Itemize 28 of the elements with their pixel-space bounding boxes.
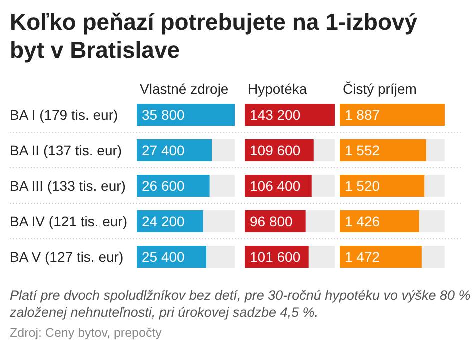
chart-title: Koľko peňazí potrebujete na 1-izbový byt v Bratislave (10, 9, 418, 63)
data-label: 96 800 (250, 214, 294, 230)
x-axis-title: Čistý príjem (343, 81, 417, 97)
data-label: 26 600 (142, 178, 186, 194)
data-label: 35 800 (142, 107, 186, 123)
data-label: 1 552 (345, 142, 380, 158)
data-label: 1 520 (345, 178, 380, 194)
y-tick-label: BA II (137 tis. eur) (10, 142, 122, 158)
y-tick-label: BA IV (121 tis. eur) (10, 214, 128, 230)
data-label: 1 887 (345, 107, 380, 123)
data-label: 109 600 (250, 142, 301, 158)
data-label: 24 200 (142, 214, 186, 230)
x-axis-title: Vlastné zdroje (140, 81, 229, 97)
data-label: 143 200 (250, 107, 301, 123)
y-tick-label: BA V (127 tis. eur) (10, 249, 124, 265)
y-tick-label: BA III (133 tis. eur) (10, 178, 126, 194)
text: Zdroj: Ceny bytov, prepočty (10, 326, 163, 340)
data-label: 1 472 (345, 249, 380, 265)
data-label: 101 600 (250, 249, 301, 265)
text: Platí pre dvoch spoludlžníkov bez detí, pre 30-ročnú hypotéku vo výške 80 % založenej nehnuteľnosti, pri úrokovej sadzbe 4,5 %. (9, 288, 471, 320)
bar (340, 104, 445, 126)
y-tick-label: BA I (179 tis. eur) (10, 107, 118, 123)
data-label: 25 400 (142, 249, 186, 265)
bar (137, 104, 235, 126)
x-axis-title: Hypotéka (248, 81, 308, 97)
data-label: 27 400 (142, 142, 186, 158)
data-label: 106 400 (250, 178, 301, 194)
data-label: 1 426 (345, 214, 380, 230)
